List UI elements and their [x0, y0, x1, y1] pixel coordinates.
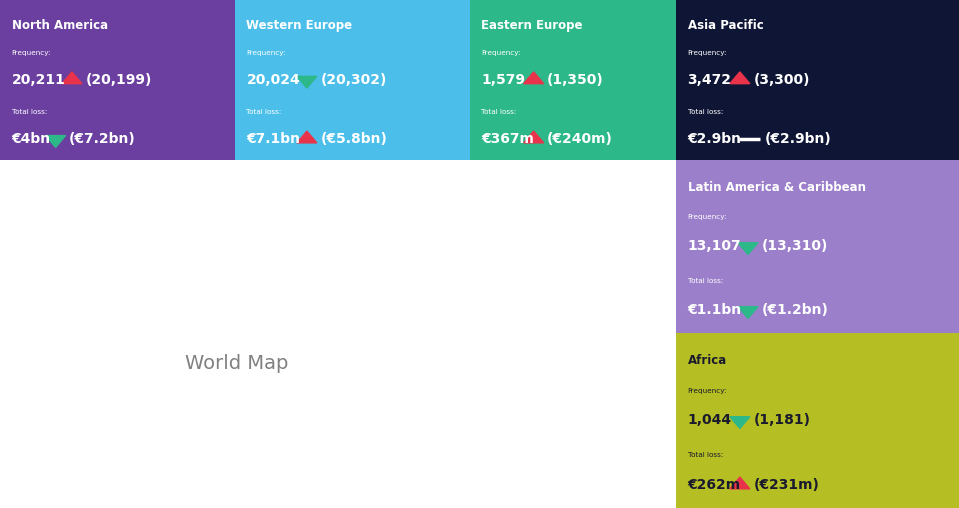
Text: World Map: World Map — [185, 354, 289, 373]
Bar — [235, 0, 470, 160]
Polygon shape — [730, 417, 750, 429]
Text: Frequency:: Frequency: — [688, 214, 727, 220]
Text: Africa: Africa — [688, 354, 727, 367]
Bar — [470, 0, 676, 160]
Text: €367m: €367m — [481, 132, 534, 146]
Text: Eastern Europe: Eastern Europe — [481, 19, 583, 32]
Polygon shape — [62, 72, 82, 84]
Text: €262m: €262m — [688, 478, 740, 492]
Text: (€5.8bn): (€5.8bn) — [320, 132, 387, 146]
Text: Total loss:: Total loss: — [688, 109, 723, 115]
Text: 3,472: 3,472 — [688, 73, 732, 87]
Text: €2.9bn: €2.9bn — [688, 132, 741, 146]
Text: (€2.9bn): (€2.9bn) — [764, 132, 831, 146]
Text: (1,350): (1,350) — [547, 73, 604, 87]
Text: 13,107: 13,107 — [688, 239, 741, 253]
Text: Asia Pacific: Asia Pacific — [688, 19, 763, 32]
Text: Frequency:: Frequency: — [688, 388, 727, 394]
Text: Total loss:: Total loss: — [688, 453, 723, 458]
Text: Total loss:: Total loss: — [12, 109, 47, 115]
Text: 1,044: 1,044 — [688, 414, 732, 427]
Polygon shape — [46, 136, 65, 147]
Text: €1.1bn: €1.1bn — [688, 303, 741, 318]
Bar — [676, 160, 959, 333]
Text: (3,300): (3,300) — [754, 73, 809, 87]
Bar — [676, 0, 959, 160]
Text: (€7.2bn): (€7.2bn) — [69, 132, 136, 146]
Text: Frequency:: Frequency: — [688, 50, 727, 56]
Text: Total loss:: Total loss: — [481, 109, 517, 115]
Text: North America: North America — [12, 19, 107, 32]
Polygon shape — [297, 131, 316, 143]
Text: 20,024: 20,024 — [246, 73, 300, 87]
Polygon shape — [738, 307, 758, 319]
Text: Western Europe: Western Europe — [246, 19, 353, 32]
Polygon shape — [730, 477, 750, 489]
Text: (1,181): (1,181) — [754, 414, 810, 427]
Text: Frequency:: Frequency: — [246, 50, 286, 56]
Text: 1,579: 1,579 — [481, 73, 526, 87]
Polygon shape — [730, 72, 750, 84]
Text: (€231m): (€231m) — [754, 478, 819, 492]
Polygon shape — [524, 72, 544, 84]
Text: Frequency:: Frequency: — [481, 50, 521, 56]
Text: (20,199): (20,199) — [85, 73, 152, 87]
Text: Frequency:: Frequency: — [12, 50, 51, 56]
Text: Total loss:: Total loss: — [688, 278, 723, 284]
Text: €7.1bn: €7.1bn — [246, 132, 300, 146]
Bar — [676, 333, 959, 508]
Polygon shape — [524, 131, 544, 143]
Polygon shape — [738, 243, 758, 255]
Text: Latin America & Caribbean: Latin America & Caribbean — [688, 181, 866, 194]
Text: (€1.2bn): (€1.2bn) — [761, 303, 829, 318]
Text: (20,302): (20,302) — [320, 73, 386, 87]
Polygon shape — [297, 76, 316, 88]
Text: Total loss:: Total loss: — [246, 109, 282, 115]
Text: 20,211: 20,211 — [12, 73, 65, 87]
Text: €4bn: €4bn — [12, 132, 51, 146]
Text: (13,310): (13,310) — [761, 239, 828, 253]
Text: (€240m): (€240m) — [547, 132, 613, 146]
Bar — [0, 0, 235, 160]
